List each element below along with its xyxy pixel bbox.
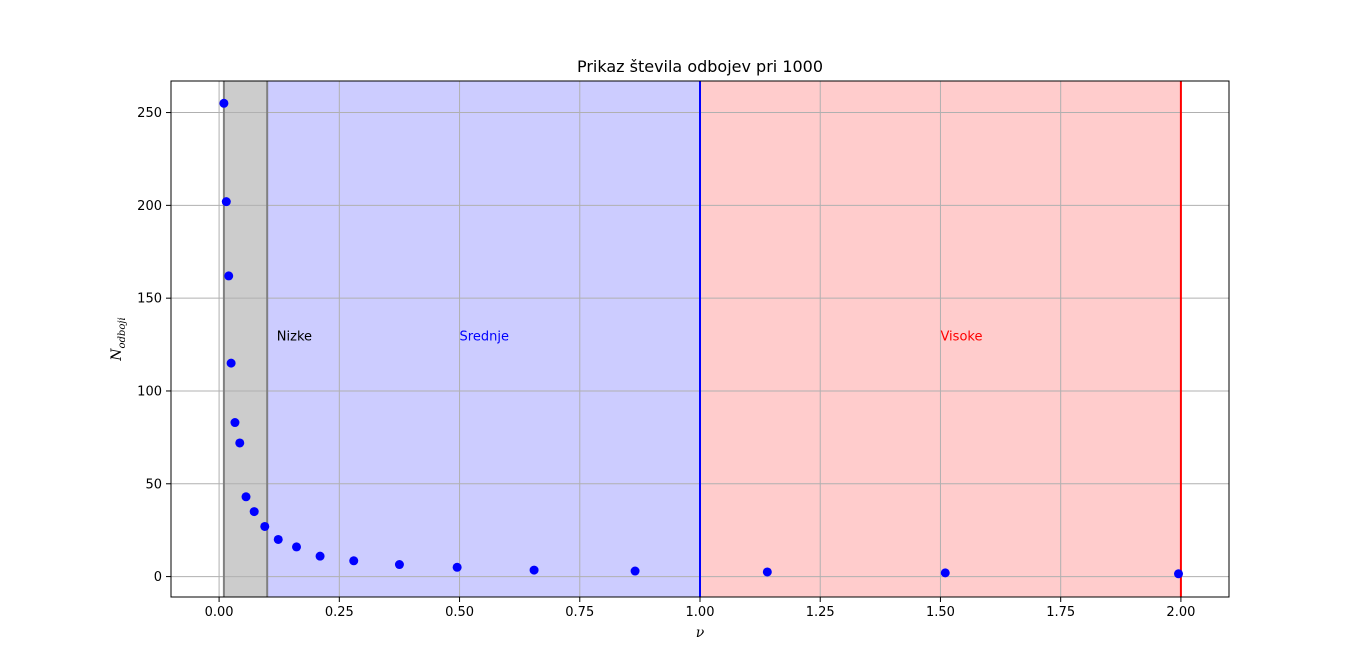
y-tick-label: 250 [137,106,162,121]
y-axis-label-subscript: odboji [117,317,128,348]
data-point [235,438,245,448]
x-tick-label: 1.25 [806,605,835,620]
y-tick-label: 100 [137,384,162,399]
data-point [292,542,302,552]
data-point [219,98,229,108]
data-point [940,568,950,578]
data-point [230,418,240,428]
data-point [349,556,359,566]
y-axis-ticks: 0 50 100 150 200 250 [137,106,171,585]
x-tick-label: 0.00 [205,605,234,620]
y-tick-label: 200 [137,199,162,214]
region-labels: Nizke Srednje Visoke [277,329,983,344]
data-point [221,197,231,207]
region-edges [222,81,1182,597]
data-point [315,551,325,561]
chart-title: Prikaz števila odbojev pri 1000 [577,57,823,76]
data-point [762,567,772,577]
data-point [249,507,259,517]
data-point [394,560,404,570]
y-tick-label: 50 [145,477,162,492]
x-tick-label: 2.00 [1166,605,1195,620]
y-axis-label: Nodboji [109,317,128,361]
data-point [529,565,539,575]
region-nizke [223,81,268,597]
x-tick-label: 1.50 [926,605,955,620]
data-point [273,534,283,544]
data-point [260,521,270,531]
x-tick-label: 1.75 [1046,605,1075,620]
x-axis-label: ν [696,625,705,641]
y-tick-label: 0 [154,570,162,585]
region-label-visoke: Visoke [940,329,982,344]
data-point [630,566,640,576]
x-tick-label: 0.75 [565,605,594,620]
data-points [219,98,1184,579]
x-tick-label: 0.50 [445,605,474,620]
region-label-srednje: Srednje [460,329,509,344]
x-tick-label: 0.25 [325,605,354,620]
y-tick-label: 150 [137,292,162,307]
data-point [241,492,251,502]
shaded-regions [223,81,1181,597]
x-tick-label: 1.00 [686,605,715,620]
data-point [1174,569,1184,579]
data-point [226,358,236,368]
x-axis-ticks: 0.00 0.25 0.50 0.75 1.00 1.25 1.50 1.75 2.00 [205,597,1195,620]
region-label-nizke: Nizke [277,329,312,344]
data-point [224,271,234,281]
y-axis-label-main: N [109,348,125,362]
data-point [452,562,462,572]
